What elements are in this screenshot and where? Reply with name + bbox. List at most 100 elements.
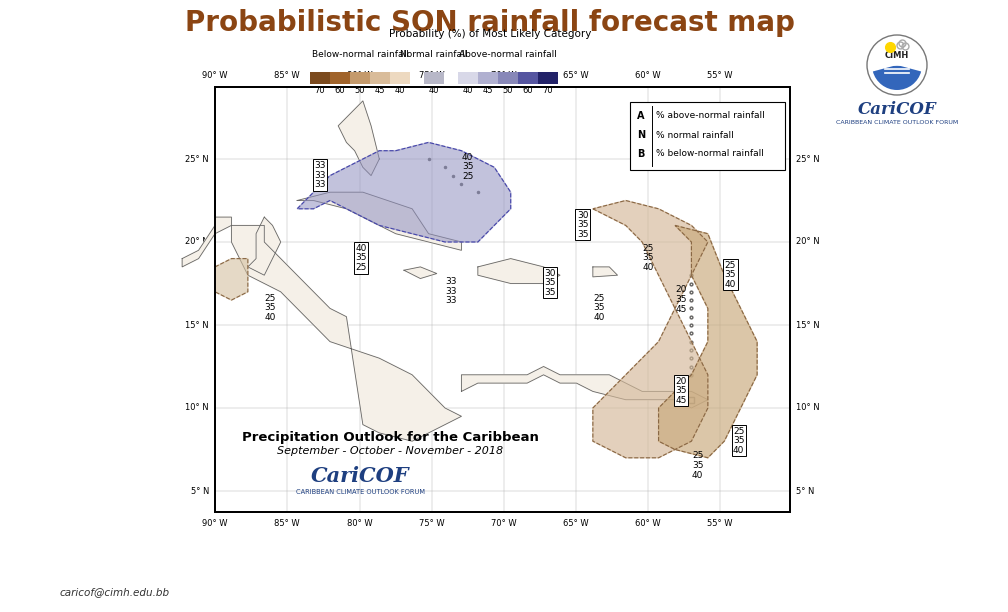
Text: 25: 25 [265, 294, 276, 303]
Text: Probabilistic SON rainfall forecast map: Probabilistic SON rainfall forecast map [185, 9, 795, 37]
Text: 30: 30 [577, 211, 589, 220]
Text: 80° W: 80° W [347, 519, 373, 528]
Text: 35: 35 [355, 253, 367, 263]
Text: 35: 35 [265, 304, 276, 312]
Bar [576, 209, 590, 241]
Text: 35: 35 [675, 386, 686, 395]
Text: 35: 35 [544, 278, 555, 288]
Text: 33: 33 [314, 171, 326, 179]
Text: Below-normal rainfall: Below-normal rainfall [311, 50, 408, 59]
Bar [354, 242, 368, 274]
Text: 50: 50 [503, 86, 513, 95]
Text: caricof@cimh.edu.bb: caricof@cimh.edu.bb [60, 587, 170, 597]
Polygon shape [478, 259, 560, 283]
Text: 10° N: 10° N [185, 403, 209, 412]
Text: 25° N: 25° N [796, 154, 820, 163]
Polygon shape [404, 267, 436, 278]
Text: September - October - November - 2018: September - October - November - 2018 [277, 446, 503, 456]
Text: 33: 33 [314, 180, 326, 189]
Text: 40: 40 [463, 86, 473, 95]
Text: 15° N: 15° N [185, 321, 209, 329]
Text: 20: 20 [675, 377, 686, 386]
Text: 25: 25 [733, 427, 744, 436]
Text: 25: 25 [355, 263, 367, 272]
Text: 45: 45 [675, 305, 686, 313]
Text: 70° W: 70° W [491, 519, 517, 528]
Text: 40: 40 [594, 313, 605, 322]
Text: 10° N: 10° N [796, 403, 820, 412]
Text: 35: 35 [577, 220, 589, 230]
Text: 35: 35 [642, 253, 654, 263]
Text: 40: 40 [691, 471, 704, 479]
Text: CIMH: CIMH [885, 51, 909, 59]
Polygon shape [182, 217, 232, 267]
Polygon shape [339, 101, 379, 176]
Bar [390, 72, 410, 84]
Text: 33: 33 [446, 296, 457, 305]
Text: 20° N: 20° N [796, 237, 820, 247]
Polygon shape [215, 259, 248, 300]
Bar [538, 72, 558, 84]
Text: 33: 33 [314, 161, 326, 170]
Text: 65° W: 65° W [563, 71, 589, 80]
Bar [478, 72, 498, 84]
Polygon shape [462, 367, 708, 408]
Polygon shape [658, 225, 757, 458]
Text: Above-normal rainfall: Above-normal rainfall [459, 50, 557, 59]
Polygon shape [248, 217, 280, 275]
Text: CARIBBEAN CLIMATE OUTLOOK FORUM: CARIBBEAN CLIMATE OUTLOOK FORUM [836, 119, 959, 124]
Text: 70° W: 70° W [491, 71, 517, 80]
Text: CariCOF: CariCOF [858, 100, 936, 118]
Wedge shape [873, 65, 921, 90]
Text: CariCOF: CariCOF [310, 466, 409, 486]
Text: 40: 40 [265, 313, 276, 322]
Bar [215, 87, 790, 512]
Text: CARIBBEAN CLIMATE OUTLOOK FORUM: CARIBBEAN CLIMATE OUTLOOK FORUM [295, 489, 424, 495]
Circle shape [867, 35, 927, 95]
Polygon shape [593, 201, 708, 458]
Text: 5° N: 5° N [191, 487, 209, 496]
Bar [458, 72, 478, 84]
Text: 30: 30 [544, 269, 555, 278]
Bar [630, 102, 785, 170]
Text: 85° W: 85° W [274, 71, 299, 80]
Text: 60: 60 [523, 86, 533, 95]
Text: 25: 25 [594, 294, 605, 303]
Bar [215, 87, 790, 512]
Text: 33: 33 [446, 286, 457, 296]
Text: 80° W: 80° W [347, 71, 373, 80]
Text: 33: 33 [446, 277, 457, 286]
Bar [732, 425, 746, 456]
Text: 15° N: 15° N [796, 321, 820, 329]
Text: 35: 35 [577, 230, 589, 239]
Text: % above-normal rainfall: % above-normal rainfall [656, 111, 765, 121]
Text: 45: 45 [483, 86, 493, 95]
Text: B: B [637, 149, 645, 159]
Bar [424, 72, 444, 84]
Text: 85° W: 85° W [274, 519, 299, 528]
Text: 25: 25 [462, 172, 474, 181]
Text: 65° W: 65° W [563, 519, 589, 528]
Text: 55° W: 55° W [708, 71, 733, 80]
Bar [310, 72, 330, 84]
Bar [498, 72, 518, 84]
Text: 35: 35 [675, 295, 686, 304]
Text: 40: 40 [355, 244, 367, 253]
Bar [542, 267, 557, 299]
Text: 25: 25 [725, 261, 736, 270]
Text: N: N [637, 130, 645, 140]
Text: 60° W: 60° W [635, 519, 661, 528]
Polygon shape [232, 225, 462, 441]
Text: 40: 40 [733, 446, 744, 455]
Text: 35: 35 [594, 304, 605, 312]
Polygon shape [297, 192, 462, 250]
Text: 40: 40 [395, 86, 405, 95]
Text: 50: 50 [355, 86, 365, 95]
Text: 45: 45 [675, 396, 686, 405]
Bar [350, 72, 370, 84]
Polygon shape [593, 267, 618, 277]
Bar [312, 159, 327, 190]
Text: 60° W: 60° W [635, 71, 661, 80]
Text: 25: 25 [643, 244, 654, 253]
Text: 55° W: 55° W [708, 519, 733, 528]
